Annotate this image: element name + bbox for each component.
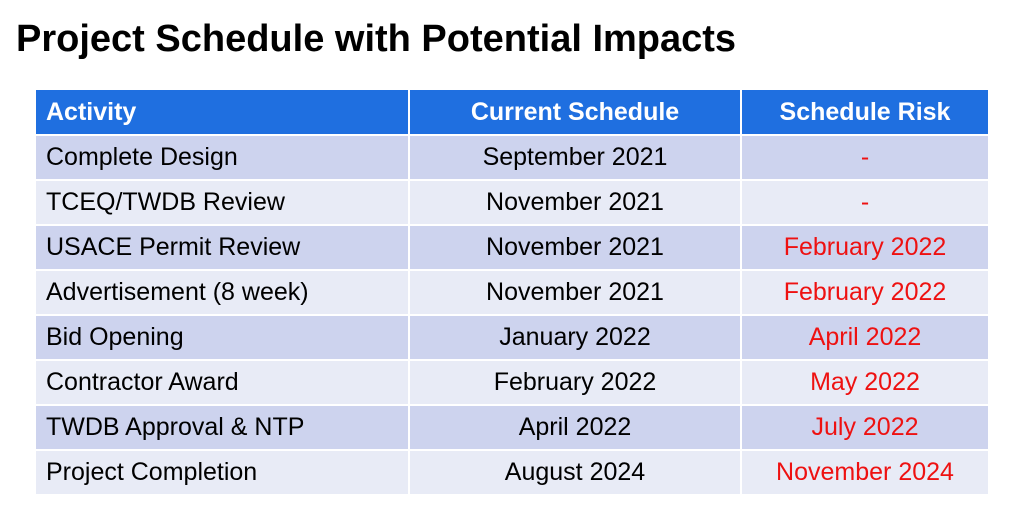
current-schedule-cell: February 2022 <box>408 359 742 406</box>
activity-cell: USACE Permit Review <box>34 224 410 271</box>
current-schedule-cell: November 2021 <box>408 224 742 271</box>
activity-cell: Advertisement (8 week) <box>34 269 410 316</box>
current-schedule-cell: April 2022 <box>408 404 742 451</box>
current-schedule-cell: November 2021 <box>408 179 742 226</box>
current-schedule-cell: November 2021 <box>408 269 742 316</box>
table-row: Complete Design September 2021 - <box>34 134 990 181</box>
schedule-risk-cell: May 2022 <box>740 359 990 406</box>
activity-cell: TWDB Approval & NTP <box>34 404 410 451</box>
schedule-risk-cell: July 2022 <box>740 404 990 451</box>
schedule-risk-cell: April 2022 <box>740 314 990 361</box>
schedule-risk-cell: February 2022 <box>740 224 990 271</box>
current-schedule-cell: August 2024 <box>408 449 742 496</box>
schedule-risk-cell: - <box>740 134 990 181</box>
table-row: Contractor Award February 2022 May 2022 <box>34 359 990 406</box>
activity-cell: Project Completion <box>34 449 410 496</box>
activity-cell: Complete Design <box>34 134 410 181</box>
table-row: USACE Permit Review November 2021 Februa… <box>34 224 990 271</box>
table-row: Bid Opening January 2022 April 2022 <box>34 314 990 361</box>
header-schedule-risk: Schedule Risk <box>740 88 990 136</box>
page-title: Project Schedule with Potential Impacts <box>16 18 737 60</box>
header-activity: Activity <box>34 88 410 136</box>
activity-cell: TCEQ/TWDB Review <box>34 179 410 226</box>
schedule-risk-cell: November 2024 <box>740 449 990 496</box>
table-row: TCEQ/TWDB Review November 2021 - <box>34 179 990 226</box>
table-header-row: Activity Current Schedule Schedule Risk <box>34 88 990 136</box>
current-schedule-cell: September 2021 <box>408 134 742 181</box>
table-row: TWDB Approval & NTP April 2022 July 2022 <box>34 404 990 451</box>
header-current-schedule: Current Schedule <box>408 88 742 136</box>
schedule-risk-cell: February 2022 <box>740 269 990 316</box>
schedule-table: Activity Current Schedule Schedule Risk … <box>34 88 990 496</box>
activity-cell: Contractor Award <box>34 359 410 406</box>
activity-cell: Bid Opening <box>34 314 410 361</box>
table-row: Advertisement (8 week) November 2021 Feb… <box>34 269 990 316</box>
table-row: Project Completion August 2024 November … <box>34 449 990 496</box>
schedule-risk-cell: - <box>740 179 990 226</box>
current-schedule-cell: January 2022 <box>408 314 742 361</box>
